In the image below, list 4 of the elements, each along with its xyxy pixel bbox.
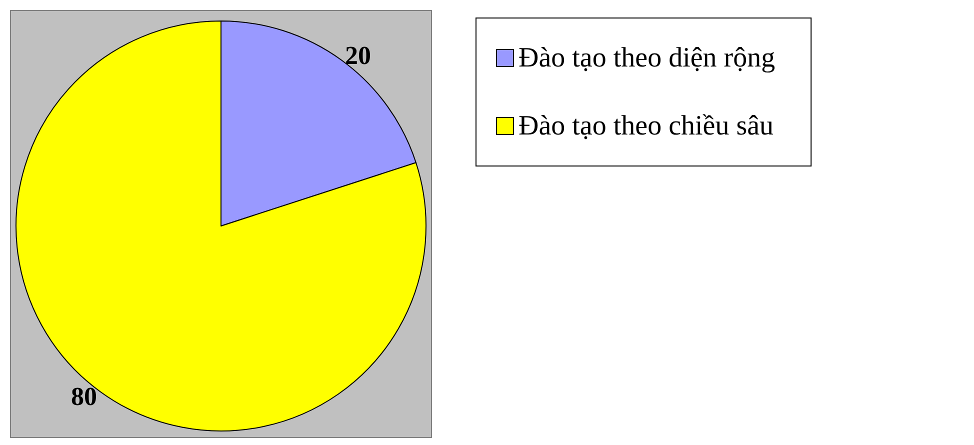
legend-label: Đào tạo theo chiều sâu <box>518 110 774 142</box>
legend-label: Đào tạo theo diện rộng <box>518 42 776 74</box>
data-label: 80 <box>70 382 97 412</box>
data-label: 20 <box>345 40 372 70</box>
